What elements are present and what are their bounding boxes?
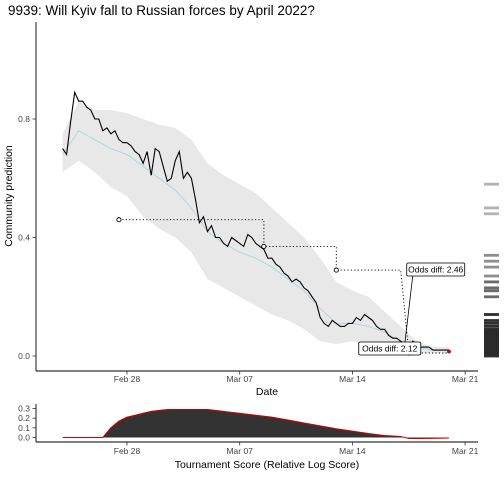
forecast-point-2 — [333, 267, 339, 273]
forecast-point-0 — [116, 217, 122, 223]
callout-label-0: Odds diff: 2.46 — [408, 265, 463, 275]
main-x-ticks: Feb 28 Mar 07 Mar 14 Mar 21 — [114, 371, 479, 384]
main-x-tick-label-0: Feb 28 — [114, 374, 141, 384]
side-histogram-bar-14 — [484, 325, 499, 328]
callout-box-1 — [358, 341, 422, 356]
score-area-layer — [62, 408, 450, 440]
median-line — [62, 130, 449, 351]
community-line-layer — [62, 90, 449, 351]
side-histogram-bar-8 — [484, 286, 499, 290]
callout-label-1: Odds diff: 2.12 — [362, 344, 417, 354]
score-x-tick-label-1: Mar 07 — [226, 446, 253, 456]
side-histogram-bar-11 — [484, 313, 499, 316]
side-histogram-bar-6 — [484, 274, 499, 278]
side-histogram-bar-12 — [484, 319, 499, 322]
main-x-tick-label-2: Mar 14 — [339, 374, 366, 384]
uncertainty-band-layer — [62, 101, 449, 353]
score-y-tick-label-2: 0.2 — [18, 413, 30, 423]
score-y-ticks: 0.00.10.20.3 — [18, 403, 36, 443]
score-y-tick-label-1: 0.1 — [18, 423, 30, 433]
side-histogram-layer — [484, 182, 499, 358]
side-histogram-bar-9 — [484, 289, 499, 293]
callout-box-0 — [406, 262, 466, 277]
main-y-axis-label: Community prediction — [3, 145, 15, 247]
community-prediction-line — [62, 90, 449, 351]
score-x-axis-label: Tournament Score (Relative Log Score) — [175, 459, 359, 471]
score-line — [62, 408, 450, 440]
score-panel: 0.00.10.20.3 Feb 28 Mar 07 Mar 14 Mar 21 To… — [18, 403, 478, 471]
forecast-step-line — [119, 219, 449, 354]
side-histogram-bar-1 — [484, 206, 499, 210]
main-y-ticks: 0.0 0.4 0.8 — [18, 114, 36, 361]
score-x-tick-label-3: Mar 21 — [452, 446, 479, 456]
side-histogram-bar-4 — [484, 259, 499, 263]
side-histogram-bar-2 — [484, 212, 499, 216]
main-y-tick-label-1: 0.4 — [18, 233, 30, 243]
main-x-axis-label: Date — [256, 386, 278, 398]
side-histogram-bulk — [484, 329, 499, 356]
main-x-tick-label-1: Mar 07 — [226, 374, 253, 384]
final-point — [447, 349, 451, 354]
side-histogram-bar-5 — [484, 265, 499, 269]
side-histogram-bar-3 — [484, 253, 499, 257]
score-x-tick-label-2: Mar 14 — [339, 446, 366, 456]
uncertainty-band — [62, 101, 449, 353]
score-area — [62, 409, 449, 439]
score-x-ticks: Feb 28 Mar 07 Mar 14 Mar 21 — [114, 442, 479, 456]
main-y-tick-label-0: 0.0 — [18, 351, 30, 361]
main-panel: Odds diff: 2.46 Odds diff: 2.12 0.0 0.4 0.8… — [3, 22, 499, 398]
side-histogram-bar-0 — [484, 182, 499, 186]
score-x-tick-label-0: Feb 28 — [114, 446, 141, 456]
annotation-layer: Odds diff: 2.46 Odds diff: 2.12 — [358, 262, 466, 356]
score-y-tick-label-3: 0.3 — [18, 403, 30, 413]
chart-title: 9939: Will Kyiv fall to Russian forces b… — [8, 3, 315, 18]
forecast-point-1 — [261, 243, 267, 249]
main-x-tick-label-3: Mar 21 — [452, 374, 479, 384]
callout-line-0 — [404, 275, 414, 345]
main-y-tick-label-2: 0.8 — [18, 114, 30, 124]
score-y-tick-label-0: 0.0 — [18, 433, 30, 443]
side-histogram-bar-13 — [484, 322, 499, 325]
side-histogram-bar-10 — [484, 295, 499, 299]
side-histogram-bar-7 — [484, 280, 499, 284]
median-line-layer — [62, 130, 449, 351]
